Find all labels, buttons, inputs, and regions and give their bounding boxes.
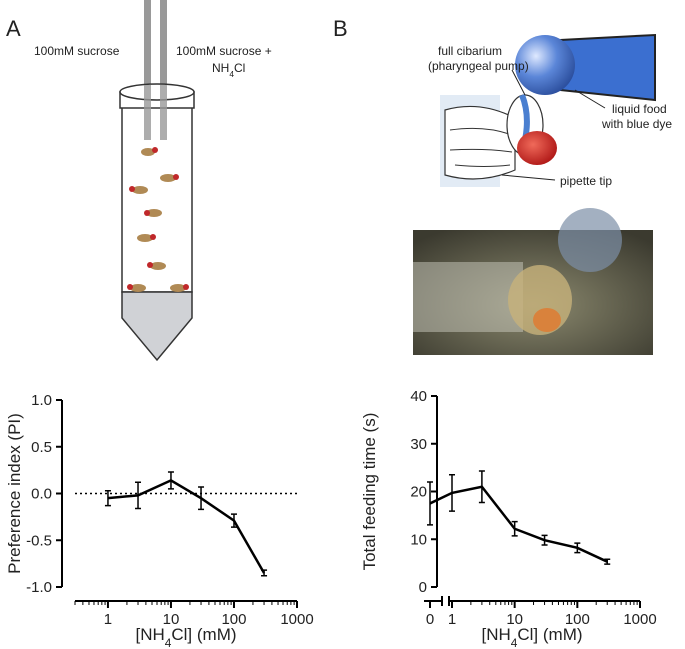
y-tick-label: 0.0 bbox=[31, 486, 52, 503]
x-tick-label: 100 bbox=[565, 611, 590, 628]
diagram-label: pipette tip bbox=[560, 174, 612, 188]
x-tick-label: 1 bbox=[104, 611, 112, 628]
panel-label: B bbox=[333, 16, 348, 41]
tube-label: NH4Cl bbox=[212, 61, 245, 79]
x-tick-label: 100 bbox=[221, 611, 246, 628]
error-bar bbox=[511, 520, 518, 537]
y-tick-label: -0.5 bbox=[26, 532, 52, 549]
photo bbox=[413, 208, 653, 355]
data-line bbox=[107, 479, 266, 574]
x-tick-label: 1000 bbox=[623, 611, 656, 628]
y-tick-label: 0.5 bbox=[31, 439, 52, 456]
x-tick-label: 10 bbox=[506, 611, 523, 628]
error-bar bbox=[104, 489, 111, 507]
y-tick-label: 1.0 bbox=[31, 392, 52, 409]
panel-label: A bbox=[6, 16, 21, 41]
error-bar bbox=[135, 481, 142, 510]
tube-label: 100mM sucrose + bbox=[176, 44, 272, 58]
error-bar bbox=[427, 481, 433, 526]
y-axis-label: Preference index (PI) bbox=[5, 413, 24, 574]
y-tick-label: 40 bbox=[410, 388, 427, 405]
x-tick-label: 1000 bbox=[280, 611, 313, 628]
x-tick-label: 0 bbox=[426, 611, 434, 628]
diagram-label: full cibarium bbox=[438, 44, 502, 58]
error-bar bbox=[574, 542, 581, 554]
diagram-label: (pharyngeal pump) bbox=[428, 59, 529, 73]
error-bar bbox=[541, 534, 548, 546]
y-axis-label: Total feeding time (s) bbox=[360, 413, 379, 571]
diagram-label: with blue dye bbox=[601, 117, 672, 131]
tube-diagram bbox=[119, 0, 195, 362]
diagram-label: liquid food bbox=[612, 102, 667, 116]
tube-label: 100mM sucrose bbox=[34, 44, 120, 58]
error-bar bbox=[478, 470, 485, 504]
x-tick-label: 10 bbox=[163, 611, 180, 628]
y-tick-label: 30 bbox=[410, 436, 427, 453]
y-tick-label: 0 bbox=[419, 579, 427, 596]
error-bar bbox=[449, 474, 455, 512]
y-tick-label: 20 bbox=[410, 484, 427, 501]
fly-diagram bbox=[440, 33, 656, 187]
x-axis-label: [NH4Cl] (mM) bbox=[481, 625, 582, 649]
y-tick-label: 10 bbox=[410, 531, 427, 548]
error-bar bbox=[230, 513, 237, 528]
error-bar bbox=[167, 471, 174, 490]
error-bar bbox=[604, 558, 611, 565]
x-tick-label: 1 bbox=[448, 611, 456, 628]
error-bar bbox=[198, 486, 205, 511]
error-bar bbox=[261, 569, 268, 577]
y-tick-label: -1.0 bbox=[26, 579, 52, 596]
data-line bbox=[429, 485, 608, 563]
x-axis-label: [NH4Cl] (mM) bbox=[135, 625, 236, 649]
